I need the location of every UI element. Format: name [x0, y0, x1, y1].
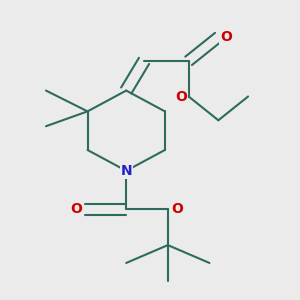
- Text: O: O: [70, 202, 82, 216]
- Text: O: O: [220, 30, 232, 44]
- Text: O: O: [175, 89, 187, 103]
- Text: O: O: [171, 202, 183, 216]
- Text: N: N: [120, 164, 132, 178]
